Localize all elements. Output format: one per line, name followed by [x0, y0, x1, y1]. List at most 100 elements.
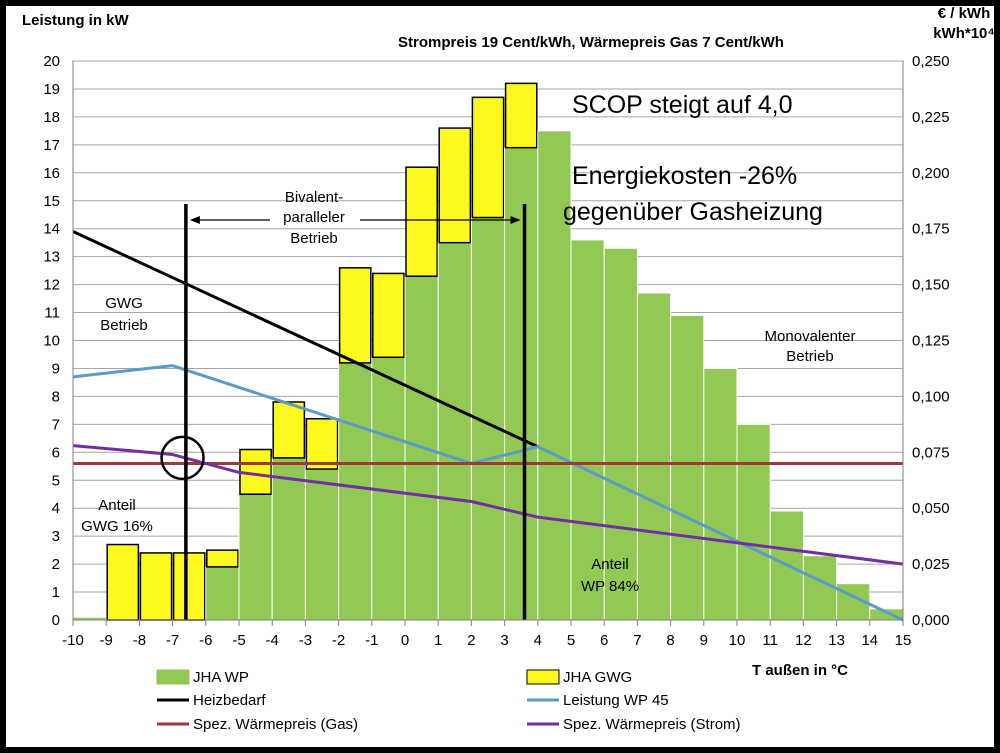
x-tick-label: 5 — [567, 632, 575, 649]
bars — [72, 82, 904, 621]
y2-axis-title-line2: kWh*10⁴ — [933, 25, 995, 42]
line-heizbedarf — [72, 230, 539, 449]
y-tick-label: 19 — [43, 81, 60, 98]
x-tick-label: -7 — [166, 632, 179, 649]
y2-tick-label: 0,250 — [912, 53, 950, 70]
x-tick-label: -8 — [133, 632, 146, 649]
bar-jha-gwg — [172, 552, 206, 621]
y2-tick-label: 0,125 — [912, 333, 950, 350]
legend-label: JHA GWG — [563, 669, 632, 686]
y2-tick-labels: 0,000 0,025 0,050 0,075 0,100 0,125 0,150 0,175… — [912, 53, 950, 629]
x-tick-label: 0 — [401, 632, 409, 649]
y-tick-label: 14 — [43, 221, 60, 238]
bar-jha-wp — [537, 130, 572, 621]
bar-jha-wp — [504, 147, 539, 621]
bivalent-label-line1: Bivalent- — [285, 189, 343, 206]
y-tick-label: 20 — [43, 53, 60, 70]
bar-jha-gwg — [338, 267, 372, 364]
y-tick-label: 9 — [52, 360, 60, 377]
y2-tick-label: 0,225 — [912, 109, 950, 126]
bivalent-label-line2: paralleler — [283, 209, 345, 226]
gwg-label-line2: Betrieb — [100, 317, 148, 334]
legend-label: Spez. Wärmepreis (Gas) — [193, 716, 358, 733]
y2-tick-label: 0,150 — [912, 277, 950, 294]
y-tick-label: 8 — [52, 388, 60, 405]
y2-tick-label: 0,025 — [912, 556, 950, 573]
x-tick-label: 15 — [895, 632, 912, 649]
chart-title: Strompreis 19 Cent/kWh, Wärmepreis Gas 7… — [398, 34, 784, 51]
y2-tick-label: 0,075 — [912, 444, 950, 461]
x-tick-label: -5 — [232, 632, 245, 649]
bar-jha-wp — [437, 242, 472, 621]
anteil-gwg-line2: GWG 16% — [81, 518, 153, 535]
x-tick-labels: -10 -9 -8 -7 -6 -5 -4 -3 -2 -1 0 1 2 3 4 5 6 7 8 9 10 11 12 13 1… — [62, 632, 911, 649]
anteil-wp-line2: WP 84% — [581, 578, 639, 595]
mono-label-line2: Betrieb — [786, 348, 834, 365]
y2-tick-label: 0,000 — [912, 612, 950, 629]
x-tick-label: -2 — [332, 632, 345, 649]
bar-jha-wp — [670, 314, 705, 621]
y-axis-title: Leistung in kW — [22, 12, 130, 29]
bar-jha-gwg — [206, 549, 239, 568]
y-tick-label: 18 — [43, 109, 60, 126]
x-tick-label: 3 — [500, 632, 508, 649]
y-tick-label: 4 — [52, 500, 60, 517]
bar-jha-gwg — [106, 543, 140, 621]
arrow-right-head — [510, 216, 521, 224]
bar-jha-wp — [802, 555, 838, 621]
x-tick-label: 13 — [828, 632, 845, 649]
bar-jha-gwg — [405, 166, 438, 277]
y-tick-label: 3 — [52, 528, 60, 545]
mono-label-line1: Monovalenter — [765, 328, 856, 345]
cost-annotation-line2: gegenüber Gasheizung — [563, 198, 823, 226]
x-tick-label: 12 — [795, 632, 812, 649]
y2-tick-label: 0,175 — [912, 221, 950, 238]
legend-label: Leistung WP 45 — [563, 692, 669, 709]
series-lines — [72, 230, 904, 622]
y-tick-label: 11 — [44, 305, 60, 322]
bivalent-label-line3: Betrieb — [290, 230, 338, 247]
x-tick-label: -3 — [299, 632, 312, 649]
y-tick-label: 0 — [52, 612, 60, 629]
axes — [72, 61, 904, 626]
x-tick-label: 4 — [534, 632, 542, 649]
y2-tick-label: 0,100 — [912, 388, 950, 405]
region-markers — [160, 204, 527, 620]
bar-jha-wp — [636, 292, 672, 621]
anteil-gwg-line1: Anteil — [98, 497, 136, 514]
y-tick-label: 15 — [43, 193, 60, 210]
bar-jha-wp — [271, 457, 306, 621]
x-tick-label: 7 — [633, 632, 641, 649]
arrow-left-head — [189, 216, 200, 224]
x-tick-label: 8 — [666, 632, 674, 649]
x-tick-label: 6 — [600, 632, 608, 649]
legend-swatch — [156, 669, 190, 685]
anteil-wp-line1: Anteil — [591, 556, 629, 573]
bar-jha-gwg — [504, 82, 538, 149]
x-tick-label: 11 — [762, 632, 778, 649]
cost-annotation-line1: Energiekosten -26% — [572, 162, 797, 190]
bar-jha-wp — [304, 468, 340, 621]
legend-label: JHA WP — [193, 669, 249, 686]
y-tick-label: 2 — [52, 556, 60, 573]
bar-jha-gwg — [272, 401, 306, 459]
line-spez-w-rmepreis-strom- — [72, 444, 904, 566]
x-tick-label: -1 — [365, 632, 378, 649]
y-tick-label: 5 — [52, 472, 60, 489]
y2-axis-title-line1: € / kWh — [938, 5, 991, 22]
y-tick-label: 7 — [52, 416, 60, 433]
bar-jha-gwg — [139, 552, 173, 621]
y-tick-label: 16 — [43, 165, 60, 182]
legend: JHA WP JHA GWG Heizbedarf Leistung WP 45 Spe… — [156, 669, 741, 733]
x-tick-label: -4 — [266, 632, 279, 649]
bar-jha-wp — [338, 362, 373, 621]
scop-annotation: SCOP steigt auf 4,0 — [572, 91, 793, 119]
x-tick-label: 14 — [861, 632, 878, 649]
x-axis-title: T außen in °C — [752, 662, 848, 679]
bar-jha-wp — [238, 493, 273, 621]
x-tick-label: 2 — [467, 632, 475, 649]
x-tick-label: -10 — [62, 632, 84, 649]
intersection-circle — [160, 435, 205, 481]
bar-jha-gwg — [305, 418, 339, 470]
